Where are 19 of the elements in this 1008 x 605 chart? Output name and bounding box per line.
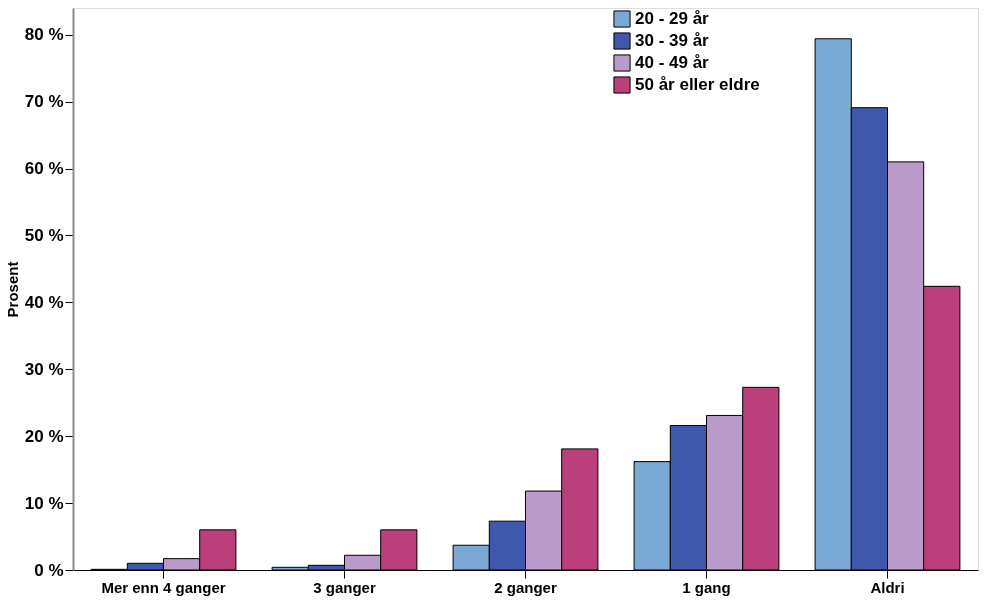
y-tick-label: 10 % (24, 493, 64, 513)
y-tick-label: 70 % (24, 92, 64, 112)
x-tick-label: 2 ganger (494, 578, 557, 596)
y-tick-label: 20 % (24, 426, 64, 446)
legend-label: 30 - 39 år (635, 31, 710, 50)
x-tick-label: 3 ganger (313, 578, 376, 596)
y-tick-label: 40 % (24, 292, 64, 312)
y-tick-label: 60 % (24, 159, 64, 179)
legend-label: 20 - 29 år (635, 9, 710, 28)
y-axis-title: Prosent (3, 261, 21, 318)
y-tick-label: 30 % (24, 359, 64, 379)
x-tick-label: 1 gang (682, 578, 731, 596)
y-tick-label: 0 % (34, 560, 64, 580)
legend-label: 40 - 49 år (635, 53, 710, 72)
legend-label: 50 år eller eldre (635, 75, 760, 94)
x-tick-label: Aldri (870, 578, 905, 596)
y-tick-label: 80 % (24, 25, 64, 45)
y-tick-label: 50 % (24, 225, 64, 245)
x-tick-label: Mer enn 4 ganger (101, 578, 226, 596)
